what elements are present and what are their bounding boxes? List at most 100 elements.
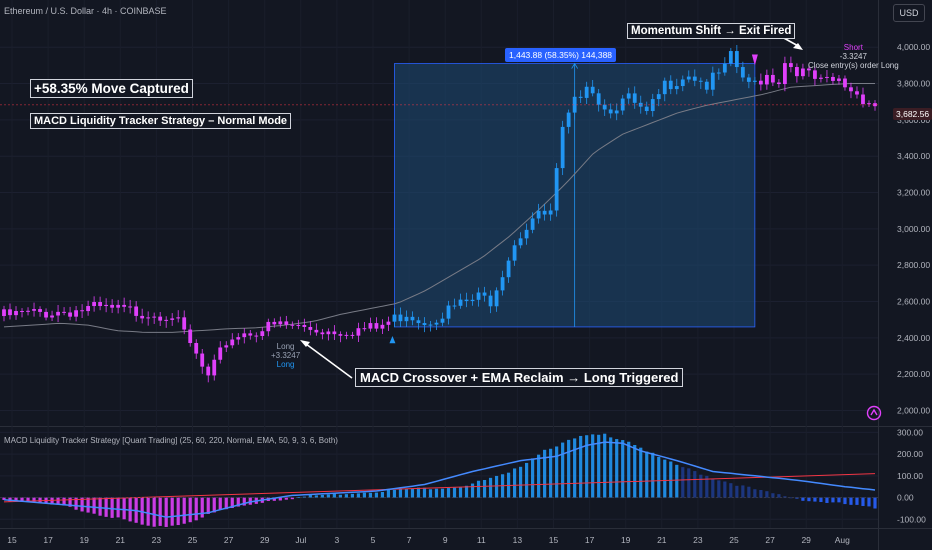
candle-body <box>813 70 817 79</box>
histogram-bar <box>290 497 294 500</box>
signal-line <box>3 473 876 503</box>
histogram-bar <box>747 486 751 498</box>
candle-body <box>512 245 517 261</box>
candle-body <box>692 76 697 81</box>
histogram-bar <box>170 497 174 526</box>
histogram-bar <box>567 439 571 498</box>
candle-body <box>740 67 745 78</box>
histogram-bar <box>218 497 222 510</box>
candle-body <box>74 310 78 317</box>
histogram-bar <box>428 489 433 498</box>
x-tick-label: 19 <box>621 535 631 545</box>
histogram-bar <box>272 497 276 501</box>
candle-body <box>662 80 667 95</box>
candle-body <box>446 305 451 319</box>
long-value: +3.3247 <box>271 351 301 360</box>
histogram-bar <box>861 497 865 507</box>
candle-body <box>68 312 72 317</box>
candle-body <box>380 324 385 329</box>
candle-body <box>278 321 283 325</box>
histogram-bar <box>482 479 487 498</box>
candle-body <box>314 329 319 333</box>
histogram-bar <box>464 485 469 498</box>
x-tick-label: 21 <box>657 535 667 545</box>
histogram-bar <box>152 497 156 527</box>
x-tick-label: 5 <box>371 535 376 545</box>
histogram-bar <box>116 497 120 518</box>
candle-body <box>686 76 691 80</box>
histogram-bar <box>92 497 96 514</box>
histogram-bar <box>476 480 481 498</box>
candle-body <box>843 78 847 88</box>
currency-button[interactable]: USD <box>893 4 925 22</box>
histogram-bar <box>332 493 336 498</box>
x-tick-label: 3 <box>335 535 340 545</box>
long-order: Long <box>276 360 295 369</box>
histogram-bar <box>627 441 631 498</box>
histogram-bar <box>837 497 841 503</box>
histogram-bar <box>488 477 493 498</box>
x-tick-label: 21 <box>116 535 126 545</box>
histogram-bar <box>188 497 192 523</box>
histogram-bar <box>783 496 787 498</box>
candle-body <box>626 93 631 99</box>
candle-body <box>758 80 763 85</box>
candle-body <box>849 87 853 92</box>
histogram-bar <box>741 485 745 498</box>
histogram-bar <box>176 497 180 526</box>
exit-callout: Momentum Shift → Exit Fired <box>627 23 796 39</box>
histogram-bar <box>452 487 457 498</box>
y-tick-label: 3,000.00 <box>897 224 930 234</box>
histogram-bar <box>110 497 114 518</box>
short-value: -3.3247 <box>839 52 867 61</box>
histogram-bar <box>645 451 649 498</box>
candle-body <box>116 304 121 308</box>
candle-body <box>476 292 481 300</box>
histogram-bar <box>771 493 775 498</box>
histogram-bar <box>140 497 144 525</box>
histogram-bar <box>440 488 445 498</box>
histogram-bar <box>735 485 739 498</box>
candle-body <box>782 63 787 85</box>
candle-body <box>176 317 181 319</box>
histogram-bar <box>308 495 312 498</box>
histogram-bar <box>573 438 577 498</box>
histogram-bar <box>374 492 379 498</box>
candle-body <box>350 334 355 336</box>
candle-body <box>602 104 607 110</box>
candle-body <box>170 318 175 320</box>
histogram-bar <box>777 494 781 498</box>
candle-body <box>296 324 301 326</box>
candle-body <box>867 103 871 105</box>
histogram-bar <box>621 440 625 498</box>
candle-body <box>14 311 18 316</box>
histogram-bar <box>194 497 198 521</box>
candle-body <box>182 317 187 330</box>
candle-body <box>26 310 30 312</box>
x-tick-label: 7 <box>407 535 412 545</box>
candle-body <box>873 103 877 107</box>
histogram-bar <box>242 497 246 506</box>
candle-body <box>776 82 781 85</box>
x-tick-label: 29 <box>260 535 270 545</box>
candle-body <box>338 334 343 336</box>
histogram-bar <box>579 435 583 498</box>
short-signal: Short -3.3247 Close entry(s) order Long <box>808 43 899 70</box>
histogram-bar <box>224 497 228 510</box>
tradingview-logo-icon[interactable] <box>866 405 882 421</box>
histogram-bar <box>56 497 60 505</box>
histogram-bar <box>398 488 403 498</box>
candle-body <box>392 314 397 322</box>
candle-body <box>50 315 54 318</box>
candle-body <box>260 331 265 336</box>
candle-body <box>218 347 223 360</box>
candle-body <box>284 321 289 325</box>
histogram-bar <box>615 439 619 498</box>
histogram-bar <box>801 497 805 501</box>
histogram-bar <box>278 497 282 501</box>
macd-y-tick-label: 0.00 <box>897 493 914 503</box>
histogram-bar <box>236 497 240 507</box>
candle-body <box>290 324 295 326</box>
y-tick-label: 2,200.00 <box>897 369 930 379</box>
